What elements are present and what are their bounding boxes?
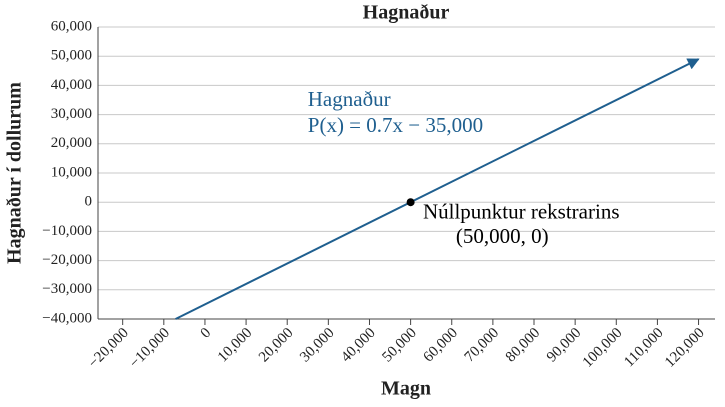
x-tick-label: 20,000 xyxy=(256,325,296,365)
x-tick-label: 100,000 xyxy=(580,325,626,371)
profit-line xyxy=(175,58,700,320)
x-tick-label: −20,000 xyxy=(85,325,131,371)
y-tick-label: −20,000 xyxy=(42,252,92,268)
y-tick-label: 10,000 xyxy=(51,164,92,180)
x-tick-label: 80,000 xyxy=(503,325,543,365)
x-axis-label: Magn xyxy=(381,378,431,400)
y-tick-label: 0 xyxy=(85,194,93,210)
x-tick-label: 120,000 xyxy=(662,325,708,371)
x-tick-label: 110,000 xyxy=(621,325,666,370)
y-tick-label: 50,000 xyxy=(51,48,92,64)
break-even-point xyxy=(406,198,415,207)
y-tick-label: 40,000 xyxy=(51,77,92,93)
x-tick-label: 10,000 xyxy=(215,325,255,365)
y-tick-label: 60,000 xyxy=(51,18,92,34)
y-tick-label: −40,000 xyxy=(42,310,92,326)
x-tick-label: 90,000 xyxy=(544,325,584,365)
x-tick-label: −10,000 xyxy=(127,325,173,371)
annotation: P(x) = 0.7x − 35,000 xyxy=(308,113,483,137)
x-tick-label: 40,000 xyxy=(338,325,378,365)
annotation: Hagnaður xyxy=(308,87,391,111)
x-tick-label: 0 xyxy=(198,325,215,342)
x-tick-label: 70,000 xyxy=(462,325,502,365)
y-tick-label: −30,000 xyxy=(42,281,92,297)
annotation: (50,000, 0) xyxy=(456,224,549,248)
x-tick-label: 60,000 xyxy=(421,325,461,365)
annotation: Núllpunktur rekstrarins xyxy=(423,199,620,223)
x-tick-label: 30,000 xyxy=(297,325,337,365)
y-tick-label: 20,000 xyxy=(51,135,92,151)
x-tick-label: 50,000 xyxy=(379,325,419,365)
y-axis-label: Hagnaður í dollurum xyxy=(4,82,26,264)
y-tick-label: 30,000 xyxy=(51,106,92,122)
y-tick-label: −10,000 xyxy=(42,223,92,239)
chart-title: Hagnaður xyxy=(363,2,450,24)
